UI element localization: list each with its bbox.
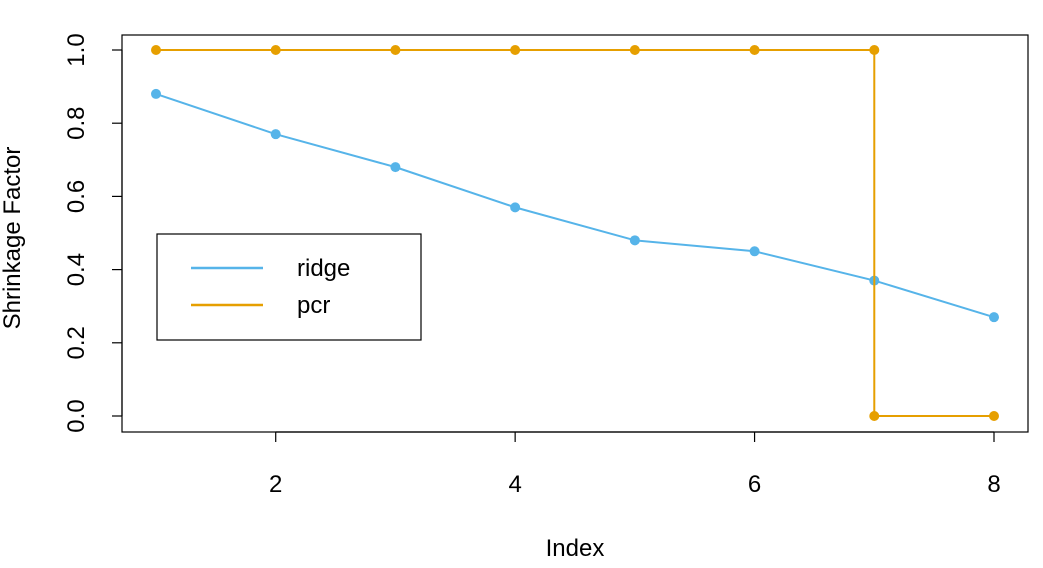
series-pcr xyxy=(151,45,999,421)
legend-label: pcr xyxy=(297,292,330,319)
data-point-ridge xyxy=(510,202,521,213)
x-tick-label: 4 xyxy=(508,471,521,498)
data-point-pcr xyxy=(869,45,880,55)
series-line-pcr xyxy=(156,49,994,417)
x-axis: 2 4 6 8 xyxy=(269,431,1001,498)
y-axis: 0.0 0.2 0.4 0.6 0.8 1.0 xyxy=(63,33,123,433)
data-point-pcr xyxy=(629,45,640,55)
y-tick-label: 0.4 xyxy=(63,253,90,286)
y-tick-label: 0.6 xyxy=(63,180,90,213)
y-tick-label: 1.0 xyxy=(63,33,90,66)
series-line-ridge xyxy=(155,92,995,319)
y-tick-label: 0.0 xyxy=(63,399,90,432)
x-tick-label: 8 xyxy=(987,471,1000,498)
data-point-pcr xyxy=(390,45,401,55)
x-tick-label: 2 xyxy=(269,471,282,498)
x-axis-label: Index xyxy=(546,535,605,562)
data-point-pcr xyxy=(989,411,999,421)
data-point-pcr xyxy=(510,45,521,55)
legend-label: ridge xyxy=(297,255,350,282)
legend-item-pcr: pcr xyxy=(191,292,330,319)
data-point-ridge xyxy=(270,129,281,140)
data-point-ridge xyxy=(989,312,999,323)
data-point-pcr xyxy=(749,45,760,55)
y-tick-label: 0.8 xyxy=(63,107,90,140)
data-point-ridge xyxy=(151,88,161,99)
legend: ridge pcr xyxy=(156,233,422,341)
legend-box xyxy=(156,233,422,341)
data-point-pcr xyxy=(151,45,161,55)
y-tick-label: 0.2 xyxy=(63,326,90,359)
data-point-ridge xyxy=(749,246,760,257)
legend-item-ridge: ridge xyxy=(191,255,350,282)
data-point-pcr xyxy=(270,45,281,55)
series-layer xyxy=(151,45,999,421)
y-axis-label: Shrinkage Factor xyxy=(0,147,26,330)
data-point-ridge xyxy=(390,162,401,173)
x-tick-label: 6 xyxy=(748,471,761,498)
data-point-ridge xyxy=(629,235,640,246)
data-point-pcr xyxy=(869,411,880,421)
